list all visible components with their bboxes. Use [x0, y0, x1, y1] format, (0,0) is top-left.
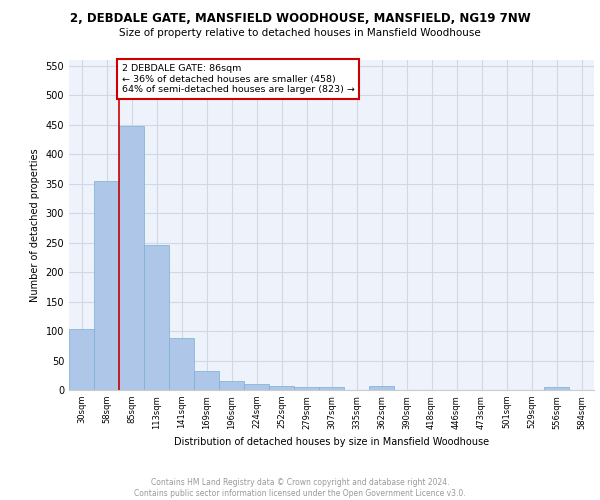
X-axis label: Distribution of detached houses by size in Mansfield Woodhouse: Distribution of detached houses by size …	[174, 437, 489, 447]
Bar	[169, 338, 194, 390]
Bar	[219, 381, 244, 390]
Bar	[294, 387, 319, 390]
Bar	[544, 387, 569, 390]
Text: 2 DEBDALE GATE: 86sqm
← 36% of detached houses are smaller (458)
64% of semi-det: 2 DEBDALE GATE: 86sqm ← 36% of detached …	[121, 64, 355, 94]
Bar	[244, 384, 269, 390]
Bar	[194, 371, 219, 390]
Bar	[319, 387, 344, 390]
Bar	[94, 182, 119, 390]
Y-axis label: Number of detached properties: Number of detached properties	[30, 148, 40, 302]
Bar	[269, 386, 294, 390]
Bar	[119, 126, 144, 390]
Text: Size of property relative to detached houses in Mansfield Woodhouse: Size of property relative to detached ho…	[119, 28, 481, 38]
Bar	[144, 245, 169, 390]
Bar	[369, 386, 394, 390]
Text: Contains HM Land Registry data © Crown copyright and database right 2024.
Contai: Contains HM Land Registry data © Crown c…	[134, 478, 466, 498]
Bar	[69, 328, 94, 390]
Text: 2, DEBDALE GATE, MANSFIELD WOODHOUSE, MANSFIELD, NG19 7NW: 2, DEBDALE GATE, MANSFIELD WOODHOUSE, MA…	[70, 12, 530, 26]
